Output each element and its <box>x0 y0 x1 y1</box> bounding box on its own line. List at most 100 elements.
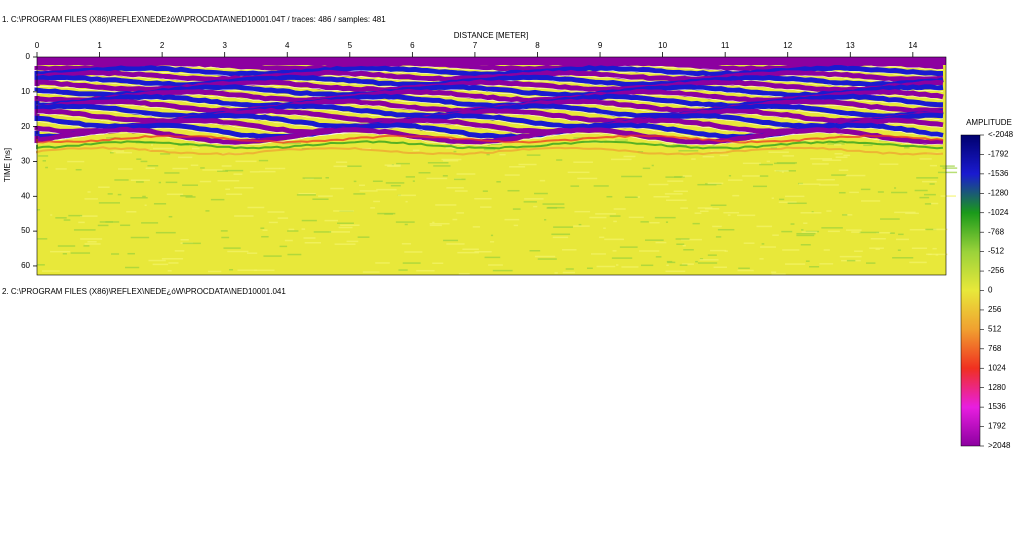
radargram-noise <box>318 195 333 197</box>
radargram-noise <box>225 188 231 191</box>
radargram-noise <box>781 171 784 173</box>
radargram-noise <box>153 203 167 205</box>
radargram-noise <box>435 204 457 206</box>
radargram-noise <box>816 178 835 181</box>
radargram-noise <box>70 252 91 254</box>
radargram-noise <box>782 155 795 157</box>
radargram-noise <box>593 185 609 187</box>
radargram-noise <box>838 169 849 171</box>
radargram-noise <box>487 144 491 147</box>
radargram-noise <box>891 191 908 194</box>
radargram-noise <box>567 171 590 174</box>
radargram-noise <box>217 170 228 172</box>
radargram-noise <box>277 217 289 219</box>
radargram-noise <box>590 253 606 255</box>
radargram-noise <box>353 193 366 195</box>
radargram-noise <box>782 249 800 251</box>
radargram-noise <box>397 194 416 197</box>
radargram-noise <box>208 270 222 273</box>
radargram-noise <box>346 165 362 167</box>
radargram-noise <box>225 169 244 172</box>
radargram-noise <box>401 243 412 245</box>
radargram <box>34 56 958 276</box>
radargram-noise <box>140 160 148 163</box>
radargram-noise <box>210 198 225 201</box>
radargram-noise <box>612 250 617 252</box>
radargram-noise <box>489 241 495 243</box>
radargram-noise <box>675 238 690 240</box>
radargram-noise <box>773 162 796 165</box>
radargram-noise <box>454 178 466 181</box>
radargram-noise <box>667 180 684 182</box>
x-tick-label: 5 <box>348 41 353 50</box>
radargram-noise <box>831 174 847 176</box>
radargram-noise <box>164 172 180 174</box>
radargram-noise <box>699 258 704 260</box>
radargram-noise <box>843 214 853 216</box>
radargram-noise <box>346 240 359 243</box>
radargram-noise <box>573 225 590 227</box>
radargram-noise <box>202 169 223 171</box>
radargram-noise <box>220 230 228 232</box>
radargram-noise <box>911 247 928 250</box>
colorbar-tick-label: 768 <box>988 344 1002 353</box>
radargram-noise <box>710 204 727 207</box>
radargram-noise <box>496 181 501 183</box>
radargram-noise <box>396 162 410 165</box>
radargram-noise <box>474 197 492 200</box>
radargram-noise <box>679 264 688 266</box>
radargram-noise <box>834 144 842 146</box>
radargram-noise <box>609 215 621 217</box>
radargram-noise <box>362 271 380 273</box>
radargram-noise <box>922 180 937 183</box>
radargram-noise <box>301 228 306 230</box>
radargram-noise <box>87 191 91 193</box>
radargram-noise <box>182 242 201 245</box>
radargram-noise <box>849 191 859 194</box>
radargram-noise <box>623 155 636 158</box>
radargram-noise <box>759 163 773 166</box>
radargram-noise <box>916 177 939 179</box>
radargram-noise <box>68 214 83 217</box>
radargram-noise <box>654 216 676 219</box>
radargram-noise <box>418 172 431 174</box>
radargram-noise <box>547 206 565 209</box>
radargram-noise <box>819 263 834 265</box>
radargram-noise <box>794 139 815 142</box>
y-tick-label: 30 <box>21 157 30 166</box>
radargram-noise <box>697 207 713 209</box>
radargram-noise <box>83 245 90 247</box>
radargram-noise <box>453 150 457 153</box>
radargram-noise <box>194 141 205 143</box>
radargram-noise <box>642 167 651 170</box>
radargram-noise <box>287 230 299 232</box>
radargram-noise <box>504 174 520 176</box>
radargram-noise <box>324 219 338 222</box>
radargram-noise <box>561 249 577 251</box>
radargram-noise <box>429 222 450 225</box>
radargram-noise <box>845 229 862 231</box>
radargram-noise <box>645 239 664 241</box>
radargram-noise <box>340 224 360 226</box>
radargram-noise <box>97 224 109 227</box>
y-tick-label: 20 <box>21 122 30 131</box>
radargram-noise <box>699 259 719 261</box>
radargram-noise <box>603 227 606 229</box>
radargram-noise <box>130 197 148 199</box>
radargram-noise <box>333 165 348 168</box>
radargram-noise <box>126 211 137 213</box>
radargram-noise <box>223 247 241 249</box>
radargram-noise <box>761 243 765 245</box>
radargram-noise <box>656 143 673 145</box>
radargram-noise <box>798 183 821 185</box>
radargram-noise <box>518 163 537 166</box>
x-tick-label: 3 <box>222 41 227 50</box>
radargram-noise <box>823 249 830 251</box>
radargram-noise <box>666 199 687 201</box>
radargram-noise <box>490 234 494 237</box>
radargram-noise <box>325 177 329 179</box>
radargram-noise <box>488 264 503 266</box>
radargram-noise <box>665 221 669 223</box>
radargram-noise <box>801 229 804 231</box>
radargram-noise <box>334 243 356 245</box>
